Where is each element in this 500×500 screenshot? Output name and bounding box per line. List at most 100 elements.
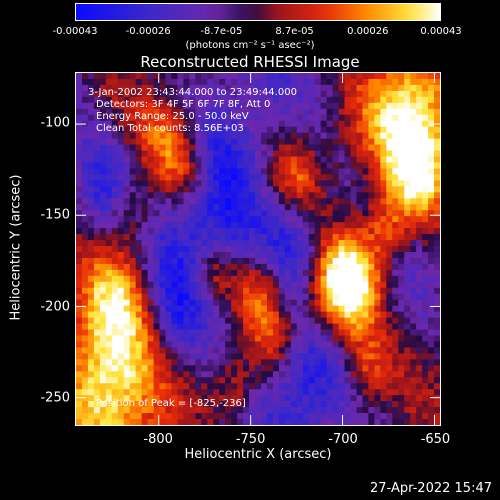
heatmap-cell: [374, 371, 381, 378]
heatmap-cell: [386, 168, 393, 175]
heatmap-cell: [225, 210, 232, 217]
heatmap-cell: [302, 162, 310, 169]
heatmap-cell: [81, 371, 89, 378]
heatmap-cell: [189, 407, 196, 414]
heatmap-cell: [386, 317, 393, 325]
heatmap-cell: [207, 150, 214, 158]
heatmap-cell: [428, 138, 435, 146]
heatmap-cell: [201, 90, 208, 98]
heatmap-cell: [255, 120, 262, 128]
heatmap-cell: [225, 73, 232, 80]
heatmap-cell: [219, 407, 226, 414]
heatmap-cell: [260, 329, 268, 337]
heatmap-cell: [117, 156, 125, 163]
heatmap-cell: [362, 114, 369, 122]
heatmap-cell: [171, 192, 178, 199]
heatmap-cell: [356, 371, 363, 378]
heatmap-cell: [416, 293, 423, 301]
heatmap-cell: [350, 126, 357, 134]
heatmap-cell: [308, 240, 316, 247]
heatmap-cell: [284, 377, 292, 384]
heatmap-cell: [410, 419, 417, 425]
heatmap-cell: [422, 275, 429, 283]
heatmap-cell: [260, 234, 268, 241]
heatmap-cell: [219, 341, 226, 348]
heatmap-cell: [225, 281, 232, 289]
heatmap-cell: [123, 234, 131, 241]
heatmap-cell: [207, 419, 214, 425]
heatmap-cell: [171, 210, 178, 217]
heatmap-cell: [338, 341, 346, 348]
heatmap-cell: [260, 180, 268, 187]
heatmap-cell: [111, 90, 119, 98]
heatmap-cell: [320, 73, 328, 80]
heatmap-cell: [189, 234, 196, 241]
heatmap-cell: [266, 275, 274, 283]
heatmap-cell: [177, 108, 184, 116]
heatmap-cell: [135, 317, 143, 325]
heatmap-cell: [368, 365, 375, 372]
heatmap-cell: [374, 102, 381, 110]
heatmap-cell: [356, 120, 363, 128]
heatmap-cell: [195, 228, 202, 235]
heatmap-cell: [368, 359, 375, 366]
heatmap-cell: [344, 347, 351, 354]
heatmap-cell: [93, 144, 101, 152]
heatmap-cell: [135, 180, 143, 187]
heatmap-cell: [81, 222, 89, 229]
heatmap-cell: [272, 180, 280, 187]
heatmap-cell: [249, 377, 256, 384]
heatmap-cell: [332, 156, 340, 163]
heatmap-cell: [278, 240, 286, 247]
heatmap-cell: [207, 114, 214, 122]
heatmap-cell: [428, 180, 435, 187]
heatmap-cell: [368, 198, 375, 205]
heatmap-cell: [362, 305, 369, 313]
heatmap-cell: [332, 389, 340, 396]
heatmap-cell: [386, 257, 393, 265]
heatmap-cell: [147, 377, 155, 384]
heatmap-cell: [260, 413, 268, 420]
heatmap-cell: [105, 389, 113, 396]
heatmap-cell: [117, 257, 125, 265]
y-tick-label: -100: [40, 115, 70, 131]
heatmap-cell: [243, 317, 250, 325]
heatmap-cell: [308, 186, 316, 193]
heatmap-cell: [320, 168, 328, 175]
heatmap-cell: [237, 126, 244, 134]
heatmap-cell: [434, 222, 440, 229]
heatmap-cell: [386, 96, 393, 104]
heatmap-cell: [404, 281, 411, 289]
heatmap-cell: [99, 162, 107, 169]
heatmap-cell: [99, 210, 107, 217]
heatmap-cell: [225, 108, 232, 116]
heatmap-cell: [243, 365, 250, 372]
heatmap-cell: [362, 371, 369, 378]
heatmap-cell: [398, 126, 405, 134]
heatmap-cell: [225, 419, 232, 425]
heatmap-cell: [105, 299, 113, 307]
heatmap-cell: [326, 102, 334, 110]
heatmap-cell: [368, 275, 375, 283]
heatmap-cell: [320, 204, 328, 211]
heatmap-cell: [76, 132, 83, 140]
heatmap-cell: [141, 156, 149, 163]
heatmap-cell: [225, 323, 232, 331]
heatmap-cell: [105, 257, 113, 265]
heatmap-cell: [189, 269, 196, 277]
heatmap-cell: [183, 371, 190, 378]
heatmap-cell: [398, 251, 405, 259]
heatmap-cell: [225, 341, 232, 348]
heatmap-cell: [392, 263, 399, 271]
heatmap-cell: [159, 251, 167, 259]
heatmap-cell: [296, 305, 304, 313]
heatmap-cell: [117, 126, 125, 134]
heatmap-cell: [171, 401, 178, 408]
heatmap-cell: [195, 138, 202, 146]
heatmap-cell: [231, 126, 238, 134]
heatmap-cell: [117, 251, 125, 259]
heatmap-cell: [368, 120, 375, 128]
heatmap-cell: [123, 263, 131, 271]
heatmap-cell: [374, 78, 381, 86]
heatmap-cell: [434, 293, 440, 301]
